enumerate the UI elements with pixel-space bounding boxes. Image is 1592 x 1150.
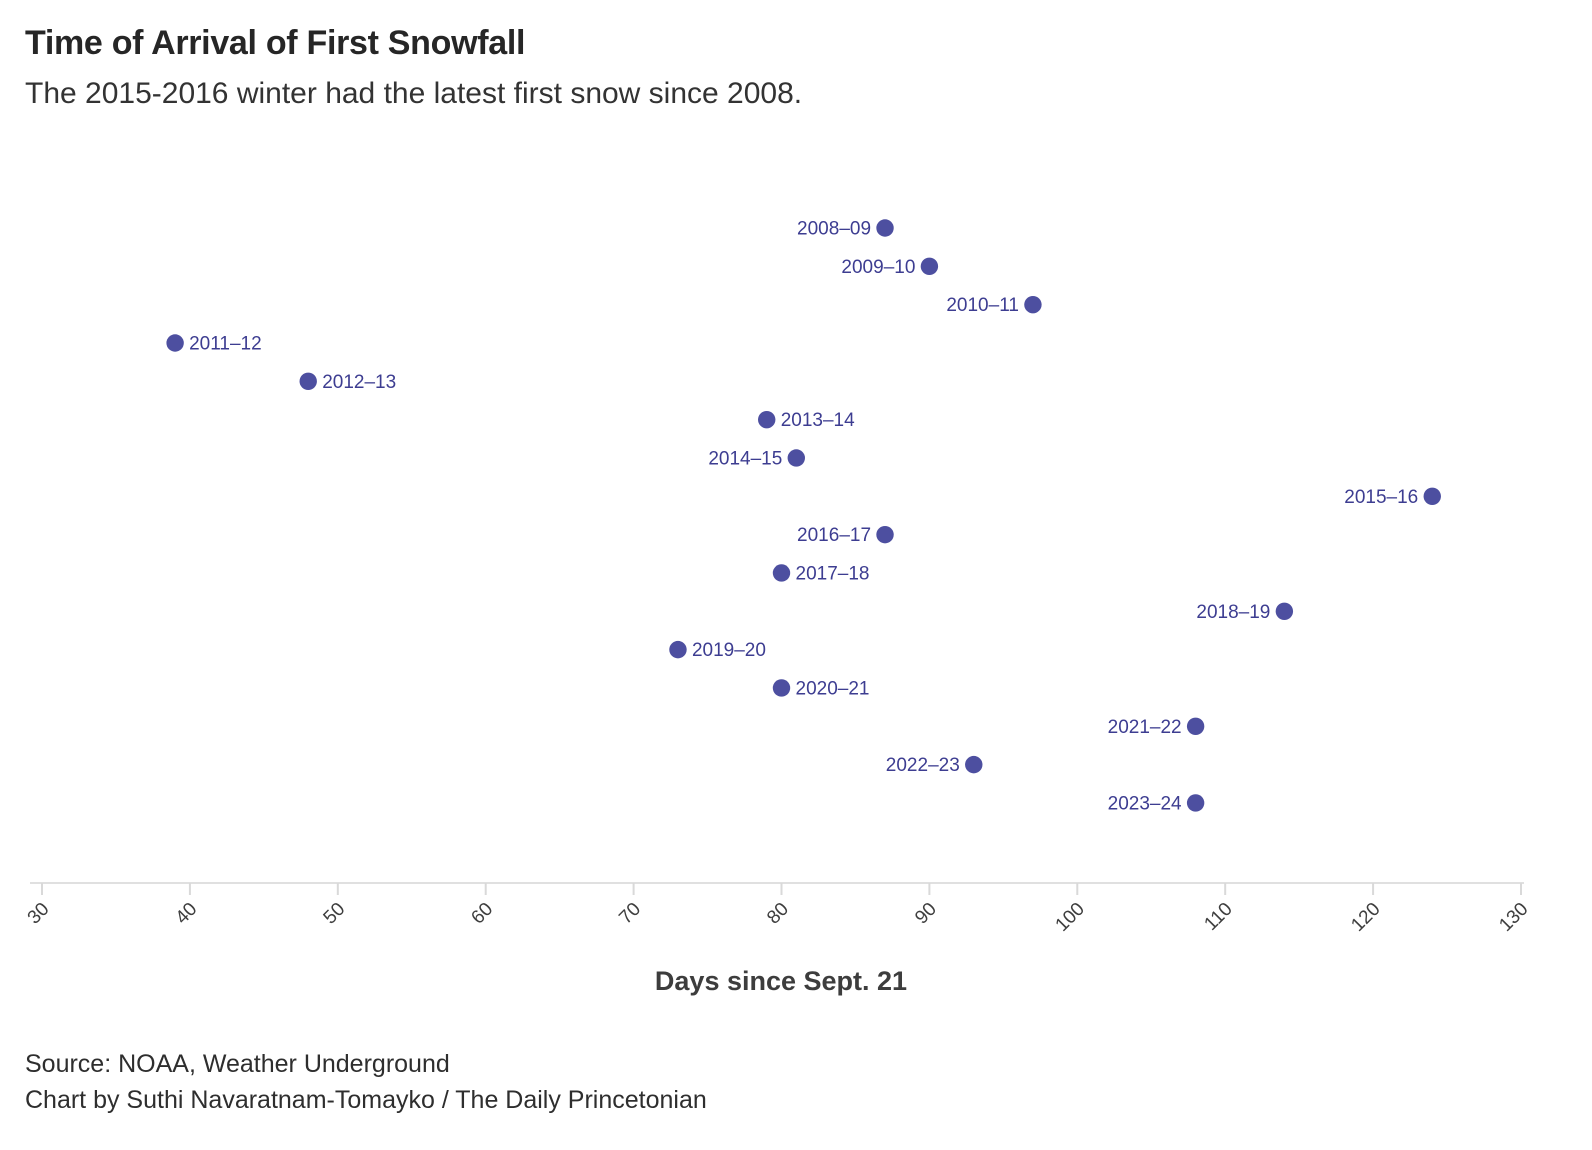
data-point: [1186, 794, 1205, 812]
x-axis-tick-label: 30: [24, 899, 54, 929]
point-label: 2009–10: [841, 257, 915, 278]
point-label: 2020–21: [796, 678, 870, 699]
point-label: 2018–19: [1196, 602, 1270, 623]
x-axis-label: Days since Sept. 21: [654, 966, 908, 996]
data-point: [787, 449, 805, 467]
data-point: [669, 640, 687, 659]
point-label: 2008–09: [797, 219, 871, 240]
data-point: [876, 219, 894, 237]
data-point: [1024, 295, 1042, 314]
point-label: 2014–15: [708, 448, 782, 469]
point-label: 2010–11: [946, 295, 1019, 316]
byline: Chart by Suthi Navaratnam-Tomayko / The …: [25, 1086, 707, 1114]
point-label: 2022–23: [886, 755, 960, 776]
chart-footer: Source: NOAA, Weather Underground Chart …: [25, 1046, 707, 1118]
x-axis-tick-label: 50: [320, 899, 350, 929]
x-axis-tick-label: 130: [1495, 899, 1532, 936]
data-point: [758, 410, 776, 429]
data-point: [1423, 487, 1441, 506]
point-label: 2023–24: [1108, 793, 1182, 814]
point-label: 2013–14: [781, 410, 855, 431]
chart-title: Time of Arrival of First Snowfall: [25, 24, 526, 62]
point-label: 2019–20: [692, 640, 766, 661]
data-point: [772, 564, 791, 582]
data-point: [166, 334, 184, 352]
point-label: 2015–16: [1344, 487, 1418, 508]
x-axis-tick-label: 110: [1200, 899, 1236, 935]
x-axis-tick-label: 100: [1052, 899, 1089, 936]
data-point: [920, 257, 939, 276]
x-axis-tick-label: 120: [1347, 899, 1384, 936]
point-label: 2012–13: [322, 372, 396, 393]
source-note: Source: NOAA, Weather Underground: [25, 1050, 450, 1078]
x-axis-tick-label: 80: [763, 899, 793, 929]
data-point: [1186, 717, 1205, 735]
chart-subtitle: The 2015-2016 winter had the latest firs…: [25, 77, 803, 110]
data-point: [876, 525, 894, 544]
data-point: [299, 372, 317, 391]
scatter-plot: 30 40 50 60 70 80 90 100 110 120 130 2008–09 2009–10…: [24, 219, 1533, 936]
x-axis-tick-label: 40: [172, 899, 202, 929]
x-axis-tick-label: 90: [911, 899, 941, 929]
data-point: [772, 679, 791, 697]
point-label: 2011–12: [189, 333, 262, 354]
point-label: 2021–22: [1108, 717, 1182, 738]
point-label: 2016–17: [797, 525, 871, 546]
data-point: [965, 755, 983, 774]
x-axis-tick-label: 70: [615, 899, 645, 929]
data-point: [1275, 602, 1294, 620]
x-axis-tick-label: 60: [467, 899, 497, 929]
point-label: 2017–18: [796, 563, 870, 584]
